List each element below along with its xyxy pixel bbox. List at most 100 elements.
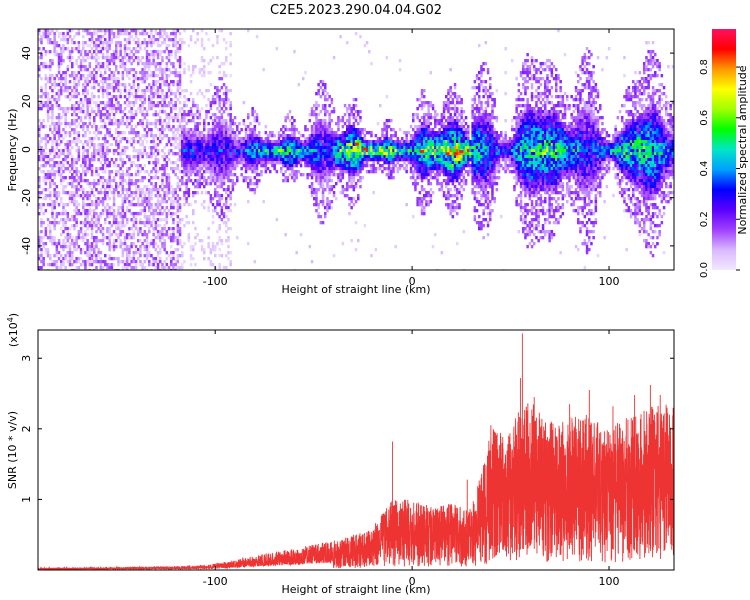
- spectrogram-cell: [297, 170, 301, 174]
- spectrogram-cell: [38, 47, 41, 51]
- spectrogram-cell: [396, 158, 400, 162]
- spectrogram-cell: [165, 113, 169, 117]
- spectrogram-cell: [240, 146, 243, 150]
- spectrogram-cell: [348, 122, 351, 126]
- spectrogram-cell: [365, 155, 369, 159]
- spectrogram-cell: [189, 92, 193, 96]
- spectrogram-cell: [181, 140, 184, 144]
- spectrogram-cell: [44, 179, 48, 183]
- spectrogram-cell: [176, 131, 180, 135]
- spectrogram-cell: [104, 269, 107, 270]
- spectrogram-cell: [95, 59, 98, 63]
- spectrogram-cell: [82, 86, 85, 90]
- spectrogram-cell: [49, 203, 52, 207]
- spectrogram-cell: [185, 137, 188, 141]
- spectrogram-cell: [119, 119, 122, 123]
- spectrogram-cell: [156, 95, 160, 99]
- spectrogram-cell: [310, 113, 314, 117]
- spectrogram-cell: [95, 239, 98, 243]
- spectrogram-cell: [165, 125, 169, 129]
- spectrogram-cell: [189, 107, 193, 111]
- spectrogram-cell: [119, 179, 122, 183]
- spectrogram-cell: [170, 251, 173, 255]
- spectrogram-cell: [249, 161, 252, 165]
- spectrogram-cell: [225, 134, 228, 138]
- spectrogram-cell: [159, 83, 162, 87]
- spectrogram-cell: [38, 32, 41, 36]
- spectrogram-cell: [284, 170, 287, 174]
- spectrogram-cell: [343, 170, 347, 174]
- spectrogram-cell: [255, 179, 259, 183]
- spectrogram-cell: [130, 227, 133, 231]
- spectrogram-cell: [86, 56, 89, 60]
- spectrogram-cell: [244, 137, 248, 141]
- spectrogram-cell: [66, 140, 70, 144]
- spectrogram-cell: [88, 167, 92, 171]
- spectrogram-cell: [385, 122, 389, 126]
- spectrogram-cell: [165, 230, 169, 234]
- spectrogram-cell: [174, 140, 177, 144]
- spectrogram-cell: [49, 227, 52, 231]
- spectrogram-cell: [240, 149, 243, 153]
- spectrogram-cell: [242, 149, 246, 153]
- spectrogram-cell: [145, 89, 149, 93]
- spectrogram-cell: [51, 203, 54, 207]
- spectrogram-cell: [222, 173, 226, 177]
- spectrogram-cell: [295, 155, 298, 159]
- spectrogram-cell: [229, 191, 232, 195]
- spectrogram-cell: [343, 152, 347, 156]
- spectrogram-cell: [198, 179, 202, 183]
- spectrogram-cell: [57, 155, 61, 159]
- spectrogram-cell: [187, 131, 191, 135]
- spectrogram-cell: [277, 134, 281, 138]
- spectrogram-cell: [159, 86, 162, 90]
- spectrogram-cell: [99, 239, 103, 243]
- spectrogram-cell: [57, 221, 61, 225]
- spectrogram-cell: [88, 251, 92, 255]
- spectrogram-cell: [132, 233, 136, 237]
- spectrogram-cell: [62, 59, 65, 63]
- spectrogram-cell: [330, 155, 334, 159]
- spectrogram-cell: [196, 146, 199, 150]
- spectrogram-cell: [161, 77, 164, 81]
- spectrogram-cell: [95, 182, 98, 186]
- spectrogram-cell: [73, 260, 76, 264]
- spectrogram-cell: [352, 164, 356, 168]
- spectrogram-cell: [159, 89, 162, 93]
- spectrogram-cell: [343, 104, 347, 108]
- spectrogram-cell: [187, 65, 191, 69]
- spectrogram-cell: [310, 146, 314, 150]
- spectrogram-cell: [101, 227, 105, 231]
- spectrogram-cell: [167, 209, 171, 213]
- spectrogram-cell: [178, 269, 182, 270]
- spectrogram-cell: [88, 245, 92, 249]
- spectrogram-cell: [38, 74, 41, 78]
- spectrogram-cell: [253, 125, 257, 129]
- spectrogram-cell: [38, 146, 41, 150]
- spectrogram-cell: [99, 149, 103, 153]
- spectrogram-cell: [174, 107, 177, 111]
- spectrogram-cell: [284, 116, 287, 120]
- spectrogram-cell: [88, 80, 92, 84]
- spectrogram-cell: [132, 86, 136, 90]
- spectrogram-cell: [108, 44, 111, 48]
- spectrogram-cell: [229, 209, 232, 213]
- spectrogram-cell: [79, 74, 83, 78]
- spectrogram-cell: [82, 179, 85, 183]
- spectrogram-cell: [88, 248, 92, 252]
- spectrogram-cell: [229, 125, 232, 129]
- spectrogram-cell: [145, 251, 149, 255]
- spectrogram-cell: [172, 143, 175, 147]
- spectrogram-cell: [220, 119, 224, 123]
- spectrogram-cell: [130, 203, 133, 207]
- spectrogram-cell: [200, 191, 204, 195]
- spectrogram-cell: [251, 113, 254, 117]
- spectrogram-cell: [161, 92, 164, 96]
- spectrogram-cell: [51, 59, 54, 63]
- spectrogram-cell: [326, 200, 329, 204]
- spectrogram-cell: [324, 176, 327, 180]
- spectrogram-cell: [288, 158, 292, 162]
- spectrogram-cell: [370, 140, 373, 144]
- spectrogram-cell: [203, 146, 206, 150]
- spectrogram-cell: [324, 122, 327, 126]
